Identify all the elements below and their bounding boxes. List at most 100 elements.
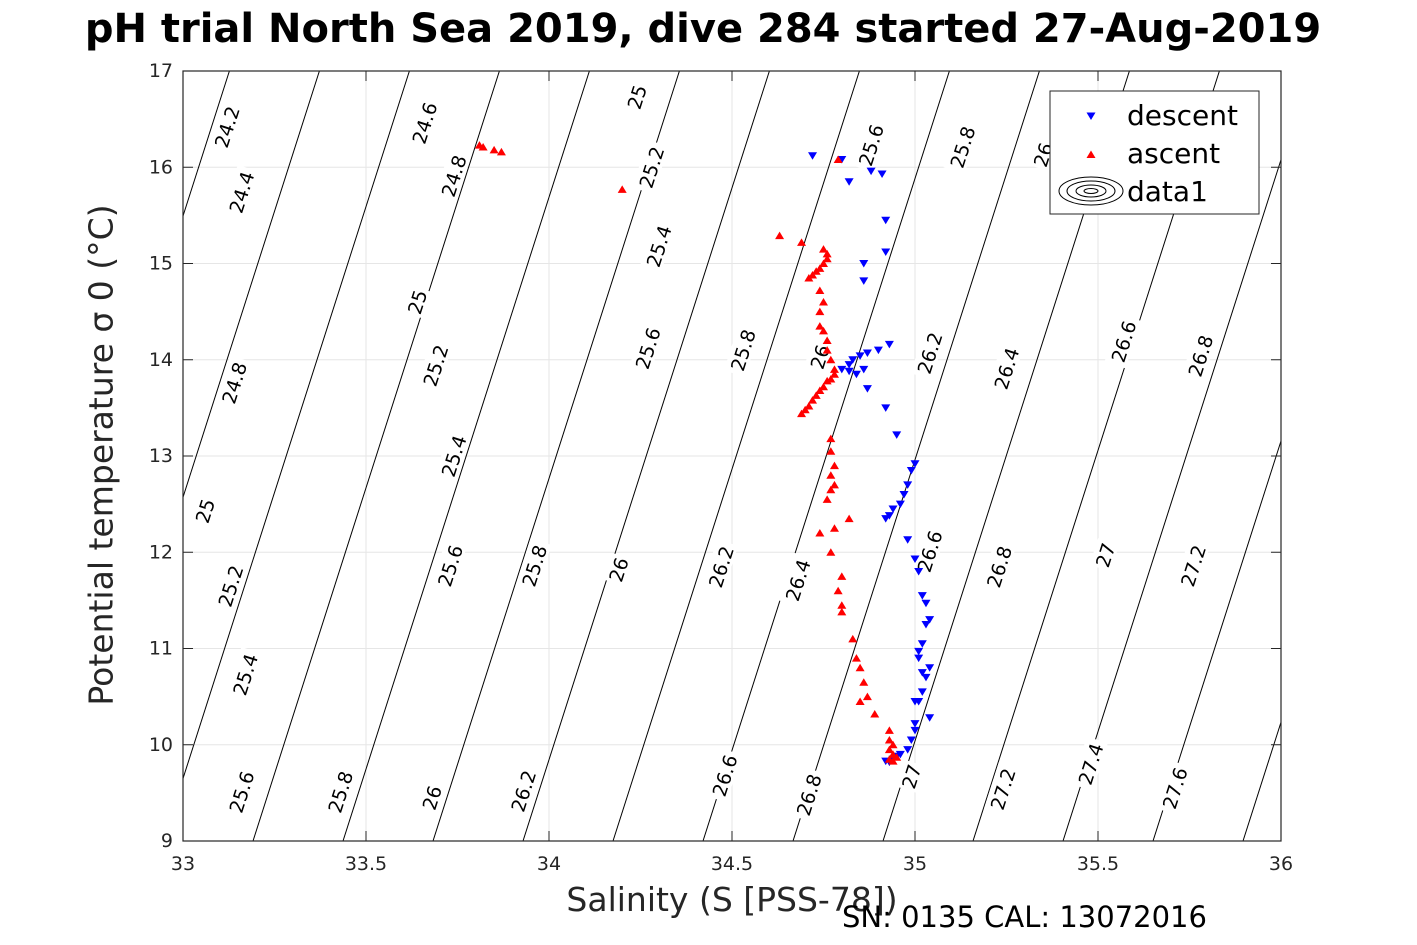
isopycnal-label-halo (434, 428, 471, 483)
isopycnal-label-halo (416, 338, 453, 393)
descent-point (910, 555, 920, 563)
descent-point (921, 620, 931, 629)
descent-point (808, 152, 818, 160)
isopycnal-label-halo (789, 767, 827, 822)
isopycnal-label-halo (504, 763, 541, 818)
x-tick-label: 33.5 (345, 853, 387, 875)
descent-point (873, 346, 883, 355)
descent-point (844, 178, 854, 186)
descent-point (903, 536, 913, 544)
ascent-point (815, 529, 825, 537)
ascent-point (496, 147, 506, 156)
descent-point (859, 260, 869, 268)
isopycnal-label-halo (987, 340, 1024, 396)
isopycnal-line (183, 71, 320, 499)
descent-point (910, 720, 920, 728)
ascent-point (819, 298, 828, 306)
ascent-point (811, 391, 821, 399)
isopycnal-label-halo (226, 647, 263, 702)
ascent-point (859, 678, 869, 686)
ascent-point (855, 663, 865, 672)
descent-point (903, 481, 913, 489)
ascent-point (844, 514, 854, 523)
ascent-point (829, 480, 839, 489)
descent-point (899, 491, 909, 499)
isopycnal-label: 27 (895, 759, 926, 793)
ascent-point (884, 726, 894, 734)
descent-point (866, 167, 876, 176)
legend-descent-marker (1086, 112, 1096, 120)
legend-contour-icon (1058, 176, 1124, 206)
isopycnal-line (1062, 158, 1281, 841)
descent-point (848, 356, 858, 364)
isopycnal-line (792, 71, 1040, 841)
ascent-point (837, 607, 847, 616)
ascent-point (815, 386, 825, 395)
ascent-point (822, 249, 832, 258)
descent-point (888, 505, 898, 513)
descent-point (844, 361, 854, 369)
chart-title: pH trial North Sea 2019, dive 284 starte… (84, 6, 1322, 52)
isopycnal-label: 25 (401, 285, 432, 319)
ascent-point (804, 273, 814, 282)
isopycnal-label-halo (701, 539, 739, 594)
isopycnal-contours (183, 71, 1417, 841)
ascent-point (822, 254, 832, 263)
isopycnal-label-halo (1071, 736, 1108, 791)
x-tick-label: 34.5 (711, 853, 753, 875)
legend-box (1049, 90, 1260, 215)
isopycnal-label-halo (401, 285, 432, 319)
x-axis-label: Salinity (S [PSS-78]) (566, 880, 898, 919)
ascent-point (884, 745, 894, 754)
ascent-point (862, 692, 872, 701)
ascent-point (800, 405, 810, 414)
isopycnal-label-halo (515, 538, 552, 593)
x-tick-label: 35.5 (1077, 853, 1119, 875)
ascent-series (474, 141, 902, 765)
ascent-point (815, 286, 825, 294)
legend-ascent-marker (1086, 150, 1096, 158)
isopycnal-line (1333, 71, 1417, 841)
ascent-point (775, 231, 785, 240)
isopycnal-label-halo (189, 493, 219, 528)
descent-point (862, 385, 872, 393)
isopycnal-label-halo (628, 320, 665, 376)
descent-point (877, 170, 887, 178)
descent-point (914, 568, 924, 576)
serial-calibration-note: SN: 0135 CAL: 13072016 (842, 900, 1207, 934)
legend-ascent-label: ascent (1127, 137, 1220, 170)
ascent-point (837, 601, 847, 609)
descent-point (881, 515, 891, 523)
isopycnal-label-halo (910, 523, 947, 579)
ascent-point (804, 401, 814, 410)
isopycnal-line (522, 71, 770, 841)
isopycnal-label-halo (434, 148, 471, 203)
isopycnal-label-halo (1104, 313, 1141, 369)
x-tick-label: 36 (1269, 853, 1293, 875)
isopycnal-label-halo (852, 117, 889, 172)
isopycnal-label-halo (602, 552, 633, 586)
descent-point (895, 750, 905, 759)
ascent-point (888, 740, 898, 749)
descent-point (881, 216, 891, 225)
ascent-point (833, 155, 843, 164)
descent-point (914, 647, 924, 656)
ascent-point (826, 485, 836, 494)
descent-point (917, 669, 927, 677)
ascent-point (888, 757, 898, 765)
ascent-point (819, 245, 828, 253)
isopycnal-label-halo (416, 780, 446, 815)
descent-series (808, 152, 935, 767)
ascent-point (822, 495, 832, 503)
descent-point (884, 340, 894, 349)
ascent-point (829, 370, 839, 378)
isopycnal-label: 25 (621, 79, 652, 114)
isopycnal-line (432, 71, 680, 841)
descent-point (925, 616, 935, 624)
descent-point (903, 746, 913, 754)
y-tick-label: 13 (149, 445, 173, 467)
descent-point (910, 726, 920, 735)
descent-point (906, 736, 916, 744)
ascent-point (829, 365, 839, 373)
